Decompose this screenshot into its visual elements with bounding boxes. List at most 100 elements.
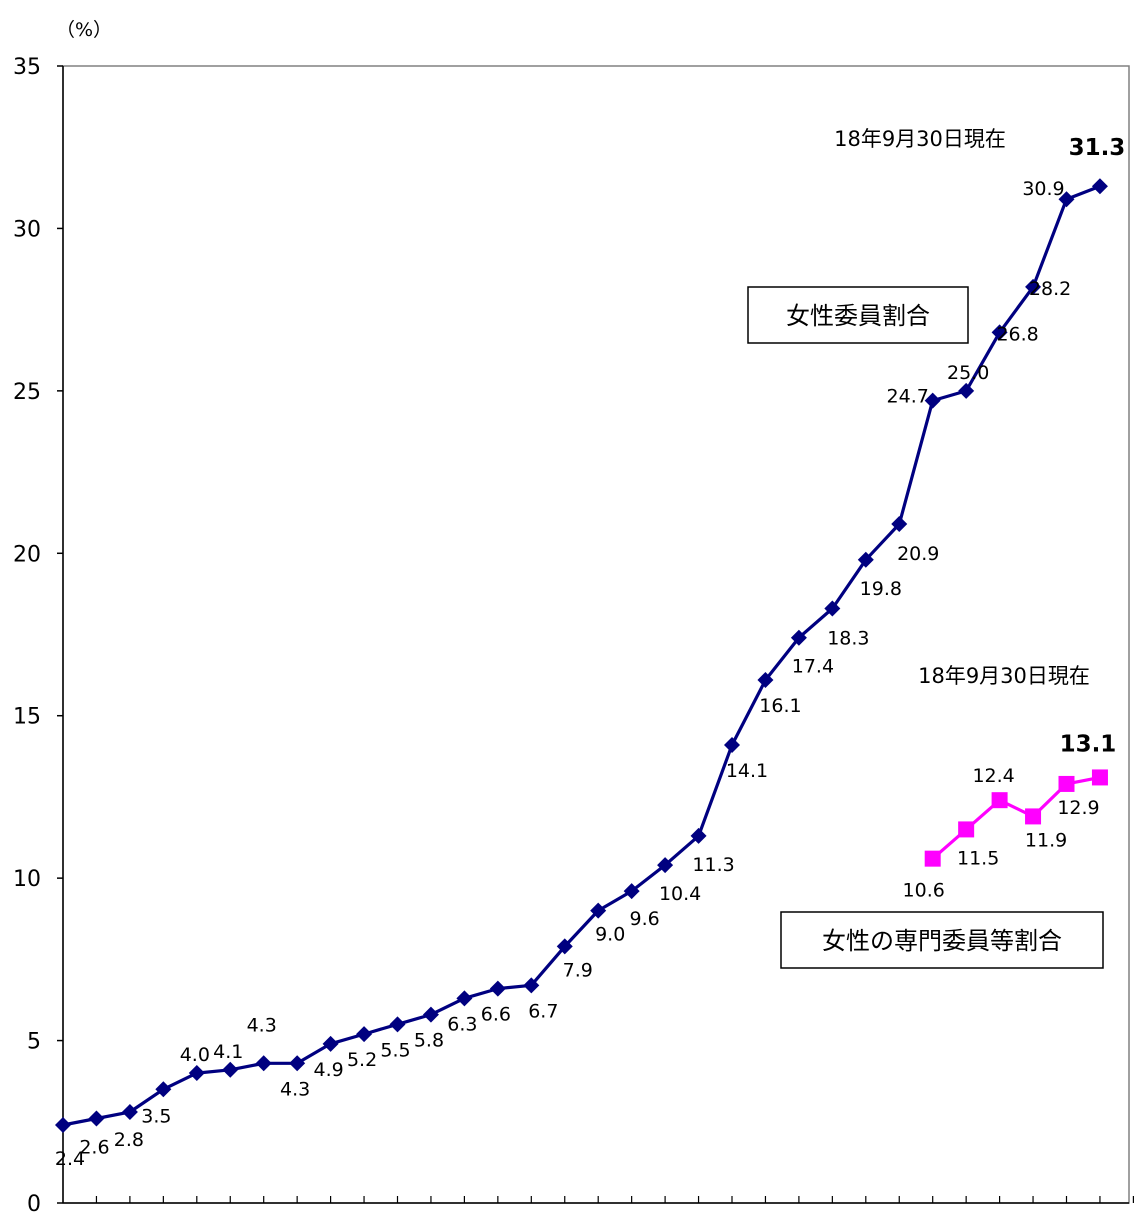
y-tick-label: 10 bbox=[13, 867, 41, 892]
data-point bbox=[857, 551, 874, 568]
data-point bbox=[790, 629, 807, 646]
data-label: 5.5 bbox=[380, 1039, 410, 1061]
series-0 bbox=[55, 178, 1108, 1134]
data-label: 12.9 bbox=[1057, 797, 1099, 819]
data-point bbox=[1025, 808, 1042, 825]
data-label: 4.9 bbox=[313, 1059, 343, 1081]
data-point bbox=[958, 382, 975, 399]
data-point bbox=[924, 850, 941, 867]
series-box-women-members: 女性委員割合 bbox=[747, 286, 969, 344]
note-second-series: 18年9月30日現在 bbox=[918, 664, 1090, 688]
data-point bbox=[489, 980, 506, 997]
data-label: 25.0 bbox=[947, 362, 989, 384]
data-point bbox=[356, 1026, 373, 1043]
data-point bbox=[1058, 775, 1075, 792]
data-point bbox=[1091, 769, 1108, 786]
data-label: 17.4 bbox=[792, 656, 834, 678]
data-label: 20.9 bbox=[897, 543, 939, 565]
data-label: 28.2 bbox=[1029, 278, 1071, 300]
data-point bbox=[1058, 191, 1075, 208]
data-label: 5.2 bbox=[347, 1049, 377, 1071]
data-point bbox=[757, 671, 774, 688]
data-point bbox=[623, 883, 640, 900]
data-point bbox=[958, 821, 975, 838]
note-main-series: 18年9月30日現在 bbox=[834, 127, 1006, 151]
data-label: 12.4 bbox=[972, 765, 1014, 787]
data-point bbox=[255, 1055, 272, 1072]
data-point bbox=[991, 792, 1008, 809]
data-point bbox=[322, 1035, 339, 1052]
data-point bbox=[690, 827, 707, 844]
y-unit-label: （%） bbox=[56, 19, 112, 41]
data-label: 9.0 bbox=[595, 924, 625, 946]
data-point bbox=[222, 1061, 239, 1078]
data-label: 18.3 bbox=[827, 628, 869, 650]
data-point bbox=[88, 1110, 105, 1127]
data-label: 6.7 bbox=[528, 1000, 558, 1022]
data-label: 10.4 bbox=[659, 883, 701, 905]
y-tick-label: 30 bbox=[13, 217, 41, 242]
data-label: 9.6 bbox=[630, 908, 660, 930]
data-point bbox=[724, 736, 740, 753]
data-label: 6.6 bbox=[481, 1004, 511, 1026]
data-label: 13.1 bbox=[1060, 731, 1117, 757]
data-label: 2.8 bbox=[114, 1129, 144, 1151]
data-point bbox=[389, 1016, 406, 1033]
data-label: 26.8 bbox=[996, 323, 1038, 345]
series-box-women-specialists-frame bbox=[780, 911, 1104, 969]
data-label: 19.8 bbox=[860, 578, 902, 600]
data-label: 14.1 bbox=[726, 760, 768, 782]
data-point bbox=[422, 1006, 439, 1023]
data-label: 11.9 bbox=[1025, 829, 1067, 851]
data-point bbox=[590, 902, 607, 919]
data-label: 5.8 bbox=[414, 1030, 444, 1052]
data-point bbox=[556, 938, 573, 955]
axes-layer: 0 5 10 15 20 25 30 35 （%） bbox=[13, 19, 1135, 1217]
data-point bbox=[657, 857, 674, 874]
series-box-women-specialists-text: 女性の専門委員等割合 bbox=[822, 927, 1062, 955]
data-point bbox=[991, 324, 1008, 341]
data-point bbox=[289, 1055, 306, 1072]
data-label: 4.3 bbox=[247, 1014, 277, 1036]
data-point bbox=[55, 1117, 71, 1134]
y-tick-label: 15 bbox=[13, 705, 41, 730]
data-point bbox=[523, 977, 540, 994]
data-label: 10.6 bbox=[903, 880, 945, 902]
y-tick-label: 5 bbox=[27, 1030, 41, 1055]
data-label: 16.1 bbox=[759, 695, 801, 717]
data-point bbox=[121, 1104, 138, 1121]
series-1 bbox=[924, 769, 1108, 867]
data-label: 4.0 bbox=[180, 1044, 210, 1066]
data-label: 31.3 bbox=[1069, 135, 1126, 161]
y-tick-label: 0 bbox=[27, 1192, 41, 1213]
labels-layer: 2.42.6 2.83.54.0 4.14.34.34.9 5.2 5.5 5.86.3 6… bbox=[55, 135, 1125, 1170]
data-label: 4.3 bbox=[280, 1078, 310, 1100]
data-point bbox=[1091, 178, 1108, 195]
series-box-women-members-text: 女性委員割合 bbox=[786, 302, 930, 330]
data-point bbox=[924, 392, 941, 409]
data-label: 3.5 bbox=[141, 1105, 171, 1127]
data-label: 4.1 bbox=[213, 1041, 243, 1063]
data-point bbox=[456, 990, 473, 1007]
data-label: 24.7 bbox=[887, 386, 929, 408]
data-label: 6.3 bbox=[447, 1013, 477, 1035]
data-point bbox=[155, 1081, 172, 1098]
data-point bbox=[188, 1065, 205, 1082]
data-point bbox=[1025, 278, 1042, 295]
plot-frame bbox=[62, 65, 1130, 1204]
data-point bbox=[891, 516, 908, 533]
data-label: 2.6 bbox=[79, 1137, 109, 1159]
series-box-women-specialists: 女性の専門委員等割合 bbox=[780, 911, 1104, 969]
data-label: 11.3 bbox=[692, 854, 734, 876]
data-label: 2.4 bbox=[55, 1148, 85, 1170]
series-box-women-members-frame bbox=[747, 286, 969, 344]
data-point bbox=[824, 600, 841, 617]
series-layer bbox=[55, 178, 1108, 1134]
y-tick-label: 25 bbox=[13, 380, 41, 405]
data-label: 11.5 bbox=[957, 847, 999, 869]
y-tick-label: 20 bbox=[13, 542, 41, 567]
y-tick-label: 35 bbox=[13, 55, 41, 80]
